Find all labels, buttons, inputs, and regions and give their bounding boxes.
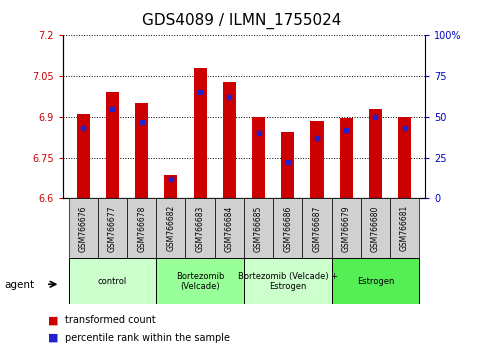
FancyBboxPatch shape bbox=[244, 258, 331, 304]
FancyBboxPatch shape bbox=[69, 198, 98, 258]
Text: GSM766679: GSM766679 bbox=[341, 205, 351, 252]
Text: GSM766677: GSM766677 bbox=[108, 205, 117, 252]
FancyBboxPatch shape bbox=[244, 198, 273, 258]
FancyBboxPatch shape bbox=[273, 198, 302, 258]
Bar bbox=[106, 92, 119, 198]
Bar bbox=[340, 118, 353, 198]
Point bbox=[167, 176, 175, 182]
Point bbox=[371, 114, 379, 120]
Text: GSM766685: GSM766685 bbox=[254, 205, 263, 252]
Point bbox=[138, 119, 145, 125]
Bar bbox=[77, 114, 90, 198]
Text: GSM766680: GSM766680 bbox=[371, 205, 380, 252]
Text: GSM766686: GSM766686 bbox=[283, 205, 292, 252]
Bar bbox=[369, 109, 382, 198]
Bar bbox=[135, 103, 148, 198]
FancyBboxPatch shape bbox=[331, 198, 361, 258]
Point bbox=[255, 130, 262, 136]
Bar bbox=[164, 175, 177, 198]
FancyBboxPatch shape bbox=[156, 258, 244, 304]
FancyBboxPatch shape bbox=[302, 198, 331, 258]
Text: percentile rank within the sample: percentile rank within the sample bbox=[65, 333, 230, 343]
Text: Bortezomib
(Velcade): Bortezomib (Velcade) bbox=[176, 272, 224, 291]
Point bbox=[401, 125, 409, 131]
Text: control: control bbox=[98, 277, 127, 286]
FancyBboxPatch shape bbox=[127, 198, 156, 258]
FancyBboxPatch shape bbox=[98, 198, 127, 258]
Point bbox=[226, 95, 233, 100]
FancyBboxPatch shape bbox=[185, 198, 215, 258]
Bar bbox=[311, 121, 324, 198]
FancyBboxPatch shape bbox=[215, 198, 244, 258]
Bar bbox=[281, 132, 294, 198]
Text: agent: agent bbox=[5, 280, 35, 290]
Text: GSM766683: GSM766683 bbox=[196, 205, 205, 252]
FancyBboxPatch shape bbox=[361, 198, 390, 258]
Point bbox=[196, 90, 204, 95]
Text: GDS4089 / ILMN_1755024: GDS4089 / ILMN_1755024 bbox=[142, 12, 341, 29]
Text: GSM766678: GSM766678 bbox=[137, 205, 146, 252]
Text: Bortezomib (Velcade) +
Estrogen: Bortezomib (Velcade) + Estrogen bbox=[238, 272, 338, 291]
FancyBboxPatch shape bbox=[156, 198, 185, 258]
FancyBboxPatch shape bbox=[69, 258, 156, 304]
Point bbox=[342, 127, 350, 133]
Text: GSM766681: GSM766681 bbox=[400, 205, 409, 251]
Text: GSM766676: GSM766676 bbox=[79, 205, 88, 252]
Text: ■: ■ bbox=[48, 315, 59, 325]
Point bbox=[313, 135, 321, 141]
Bar bbox=[194, 68, 207, 198]
FancyBboxPatch shape bbox=[331, 258, 419, 304]
FancyBboxPatch shape bbox=[390, 198, 419, 258]
Text: GSM766687: GSM766687 bbox=[313, 205, 322, 252]
Text: transformed count: transformed count bbox=[65, 315, 156, 325]
Text: ■: ■ bbox=[48, 333, 59, 343]
Text: GSM766684: GSM766684 bbox=[225, 205, 234, 252]
Point bbox=[109, 106, 116, 112]
Bar bbox=[398, 117, 411, 198]
Text: GSM766682: GSM766682 bbox=[166, 205, 175, 251]
Text: Estrogen: Estrogen bbox=[356, 277, 394, 286]
Bar bbox=[252, 117, 265, 198]
Bar bbox=[223, 81, 236, 198]
Point bbox=[79, 125, 87, 131]
Point bbox=[284, 160, 292, 165]
